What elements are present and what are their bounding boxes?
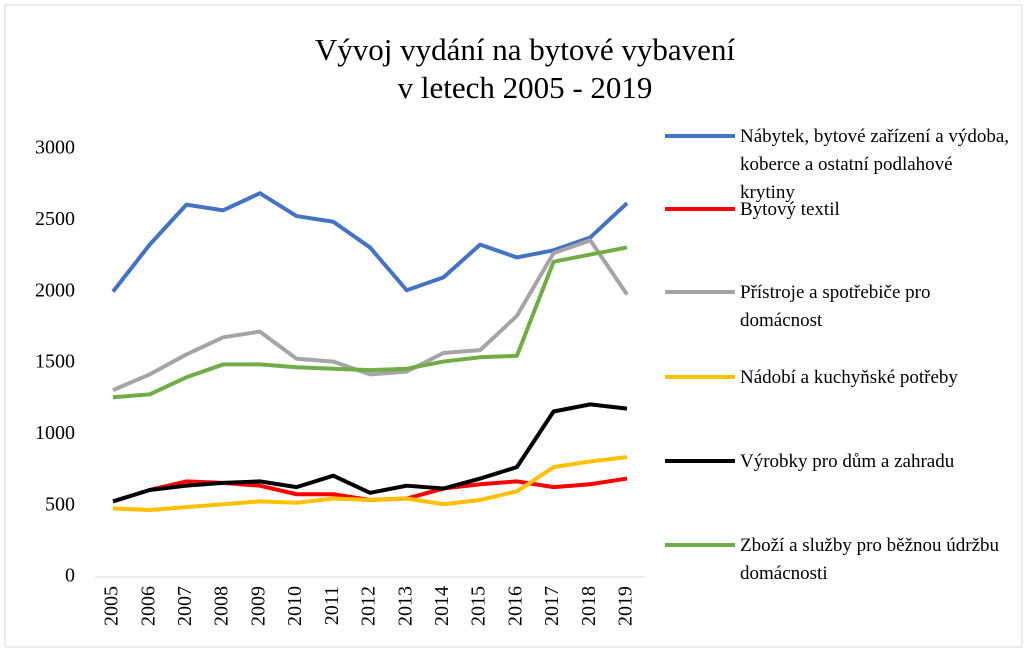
- chart-title: Vývoj vydání na bytové vybavení: [315, 32, 736, 67]
- y-tick-label: 1500: [35, 351, 75, 373]
- legend-item: Výrobky pro dům a zahradu: [665, 448, 1015, 476]
- legend-swatch: [665, 543, 735, 547]
- legend-item: Nádobí a kuchyňské potřeby: [665, 364, 1015, 392]
- legend-item: Nábytek, bytové zařízení a výdoba, kober…: [665, 123, 1015, 207]
- legend-label: Výrobky pro dům a zahradu: [740, 451, 955, 472]
- legend-label: Zboží a služby pro běžnou údržbu domácno…: [740, 535, 1000, 584]
- x-tick-label: 2016: [504, 586, 526, 626]
- series-line: [112, 455, 628, 512]
- y-tick-label: 2500: [35, 208, 75, 230]
- chart-title: v letech 2005 - 2019: [398, 70, 653, 105]
- y-tick-label: 1000: [35, 422, 75, 444]
- x-tick-label: 2017: [541, 586, 563, 626]
- x-tick-label: 2018: [578, 586, 600, 626]
- legend-item: Zboží a služby pro běžnou údržbu domácno…: [665, 532, 1015, 588]
- x-tick-label: 2010: [284, 586, 306, 626]
- x-tick-label: 2005: [101, 586, 123, 626]
- legend-item: Bytový textil: [665, 196, 1015, 224]
- legend-label: Přístroje a spotřebiče pro domácnost: [740, 282, 931, 331]
- series-line: [112, 402, 628, 504]
- chart-border: [4, 4, 1023, 648]
- legend-swatch: [665, 375, 735, 379]
- legend-label: Bytový textil: [740, 199, 840, 220]
- x-tick-label: 2007: [174, 586, 196, 626]
- x-tick-label: 2009: [247, 586, 269, 626]
- y-tick-label: 3000: [35, 137, 75, 159]
- x-tick-label: 2006: [137, 586, 159, 626]
- y-tick-label: 0: [65, 565, 75, 587]
- legend-label: Nábytek, bytové zařízení a výdoba, kober…: [740, 126, 1010, 203]
- series-line: [112, 238, 629, 392]
- series-line: [112, 245, 628, 400]
- x-tick-label: 2013: [394, 586, 416, 626]
- x-tick-label: 2011: [321, 586, 343, 625]
- series-line: [111, 191, 629, 293]
- legend-swatch: [665, 459, 735, 463]
- legend-swatch: [665, 207, 735, 211]
- y-tick-label: 2000: [35, 279, 75, 301]
- x-tick-label: 2008: [211, 586, 233, 626]
- legend-label: Nádobí a kuchyňské potřeby: [740, 367, 958, 388]
- x-tick-label: 2015: [468, 586, 490, 626]
- legend-swatch: [665, 290, 735, 294]
- legend-swatch: [665, 134, 735, 138]
- legend-item: Přístroje a spotřebiče pro domácnost: [665, 279, 1015, 335]
- x-tick-label: 2014: [431, 586, 453, 626]
- y-tick-label: 500: [45, 493, 75, 515]
- x-tick-label: 2012: [358, 586, 380, 626]
- x-tick-label: 2019: [615, 586, 637, 626]
